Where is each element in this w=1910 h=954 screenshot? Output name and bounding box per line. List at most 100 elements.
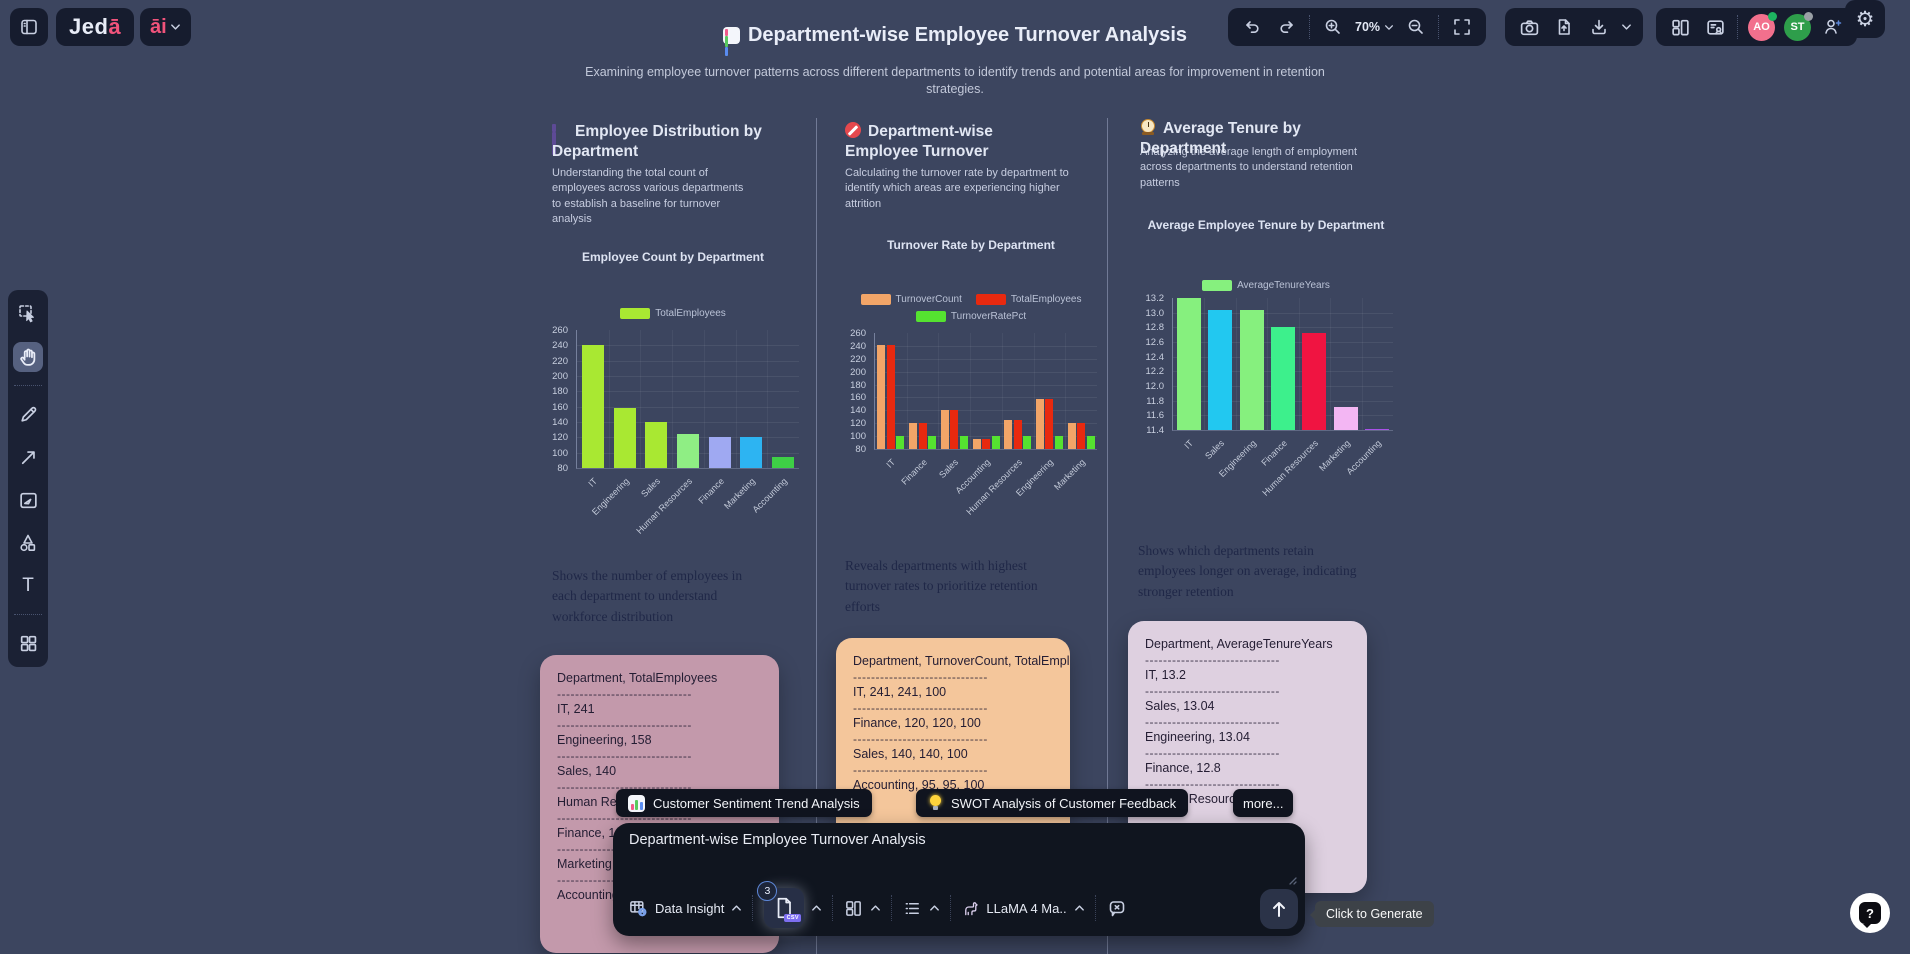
download-button[interactable]	[1586, 14, 1612, 40]
sidebar-toggle-button[interactable]	[10, 8, 48, 46]
layout-icon	[844, 899, 863, 918]
invite-user-button[interactable]	[1820, 14, 1846, 40]
bar-human-resources-totalemployees	[1013, 420, 1022, 449]
column2-heading[interactable]: Department-wise Employee Turnover	[845, 122, 993, 161]
list-options-menu[interactable]	[893, 899, 950, 918]
bar-chart-icon	[722, 27, 740, 56]
chart-widget-average-tenure[interactable]: Average Employee Tenure by Department Ave…	[1132, 216, 1400, 516]
bar-accounting-turnoverratepct	[991, 436, 1000, 449]
divider	[752, 895, 754, 921]
y-axis-tick: 140	[552, 417, 568, 428]
column3-description: Analyzing the average length of employme…	[1140, 146, 1358, 189]
redo-button[interactable]	[1274, 14, 1300, 40]
widgets-tool[interactable]	[13, 628, 43, 658]
gridline	[1235, 298, 1237, 430]
hand-tool[interactable]	[13, 342, 43, 372]
y-axis-tick: 260	[552, 325, 568, 336]
legend-swatch	[860, 294, 891, 305]
avatar-st[interactable]: ST	[1784, 11, 1813, 41]
zoom-level-dropdown[interactable]: 70%	[1355, 20, 1394, 34]
gridline	[875, 397, 1097, 399]
gridline	[703, 330, 705, 468]
clear-chat-button[interactable]	[1097, 898, 1137, 918]
gridline	[1330, 298, 1332, 430]
text-tool[interactable]: T	[22, 575, 34, 596]
avatar-ao[interactable]: AO	[1748, 11, 1777, 41]
chart-widget-employee-count[interactable]: Employee Count by Department TotalEmploye…	[540, 246, 806, 546]
gridline	[875, 371, 1097, 373]
data-insight-icon	[629, 899, 648, 918]
select-tool[interactable]	[13, 299, 43, 329]
frame-separator	[816, 118, 817, 954]
zoom-out-button[interactable]	[1403, 14, 1429, 40]
card-line: Sales, 140, 140, 100	[853, 747, 968, 761]
column3-heading[interactable]: Average Tenure by Department	[1140, 119, 1301, 158]
zoom-in-button[interactable]	[1320, 14, 1346, 40]
jeda-logo[interactable]: Jed ā	[56, 8, 135, 46]
data-insight-menu[interactable]: Data Insight	[619, 899, 752, 918]
csv-attachment-menu[interactable]: CSV 3	[754, 881, 832, 928]
y-axis-tick: 220	[552, 355, 568, 367]
y-axis-tick: 120	[850, 418, 866, 430]
model-selector[interactable]: LLaMA 4 Ma..	[952, 900, 1094, 917]
bar-engineering	[613, 408, 636, 468]
layout-menu[interactable]	[834, 899, 891, 918]
card-separator: ------------------------------	[1145, 715, 1280, 729]
bar-accounting-turnovercount	[972, 439, 981, 449]
legend-item: TotalEmployees	[620, 308, 726, 319]
column1-heading[interactable]: Employee Distribution by Department	[552, 123, 762, 161]
presence-dot	[1804, 11, 1813, 21]
chart-plot-area	[576, 330, 799, 469]
bar-marketing-totalemployees	[1077, 423, 1086, 449]
bar-sales	[1208, 309, 1233, 430]
card-line: Department, TurnoverCount, TotalEmployee…	[853, 654, 1070, 668]
card-separator: ------------------------------	[557, 718, 692, 732]
bar-accounting	[772, 456, 795, 468]
divider	[14, 614, 42, 615]
prompt-input[interactable]	[627, 831, 1251, 849]
gridline	[1204, 298, 1206, 430]
y-axis-tick: 160	[552, 401, 568, 413]
bar-human-resources-turnoverratepct	[1023, 436, 1032, 449]
card-line: Finance, 12.8	[1145, 761, 1221, 775]
gridline	[1267, 298, 1269, 430]
bar-sales-turnovercount	[940, 410, 949, 449]
ai-menu-button[interactable]: āi	[140, 8, 191, 46]
export-button[interactable]	[1551, 14, 1577, 40]
bar-accounting	[1365, 428, 1390, 430]
divider	[1094, 895, 1097, 921]
arrow-tool[interactable]	[13, 442, 43, 472]
divider	[891, 895, 893, 921]
suggestion-pill-more[interactable]: more...	[1233, 789, 1294, 817]
resize-grip[interactable]	[1287, 875, 1297, 885]
pen-tool[interactable]	[13, 399, 43, 429]
undo-button[interactable]	[1239, 14, 1265, 40]
y-axis-tick: 120	[552, 432, 568, 444]
y-axis-tick: 100	[850, 431, 866, 443]
suggestion-pill-sentiment[interactable]: Customer Sentiment Trend Analysis	[616, 789, 872, 817]
y-axis-tick: 13.2	[1145, 293, 1165, 304]
chart-widget-turnover-rate[interactable]: Turnover Rate by Department TurnoverCount…	[838, 236, 1104, 536]
chevron-up-icon	[871, 905, 881, 911]
settings-button[interactable]: ⚙	[1845, 0, 1885, 38]
chart-legend: TotalEmployees	[540, 308, 806, 319]
chevron-down-icon[interactable]	[1621, 23, 1632, 31]
generate-button[interactable]	[1260, 889, 1298, 929]
gridline	[735, 330, 737, 468]
fit-screen-button[interactable]	[1449, 14, 1475, 40]
csv-file-button[interactable]: CSV 3	[757, 881, 805, 928]
prompt-box: Data Insight CSV 3	[613, 823, 1305, 936]
gridline	[1033, 333, 1035, 449]
card-separator: ------------------------------	[557, 749, 692, 763]
shapes-tool[interactable]	[13, 528, 43, 558]
help-button[interactable]: ?	[1850, 893, 1890, 933]
bar-it-totalemployees	[886, 345, 895, 449]
bar-sales	[645, 422, 668, 468]
suggestion-pill-swot[interactable]: SWOT Analysis of Customer Feedback	[916, 789, 1189, 817]
gridline	[875, 358, 1097, 360]
media-tool[interactable]	[13, 485, 43, 515]
split-view-button[interactable]	[1667, 14, 1693, 40]
camera-button[interactable]	[1516, 14, 1542, 40]
y-axis-tick: 12.0	[1145, 381, 1165, 392]
template-button[interactable]	[1702, 14, 1728, 40]
